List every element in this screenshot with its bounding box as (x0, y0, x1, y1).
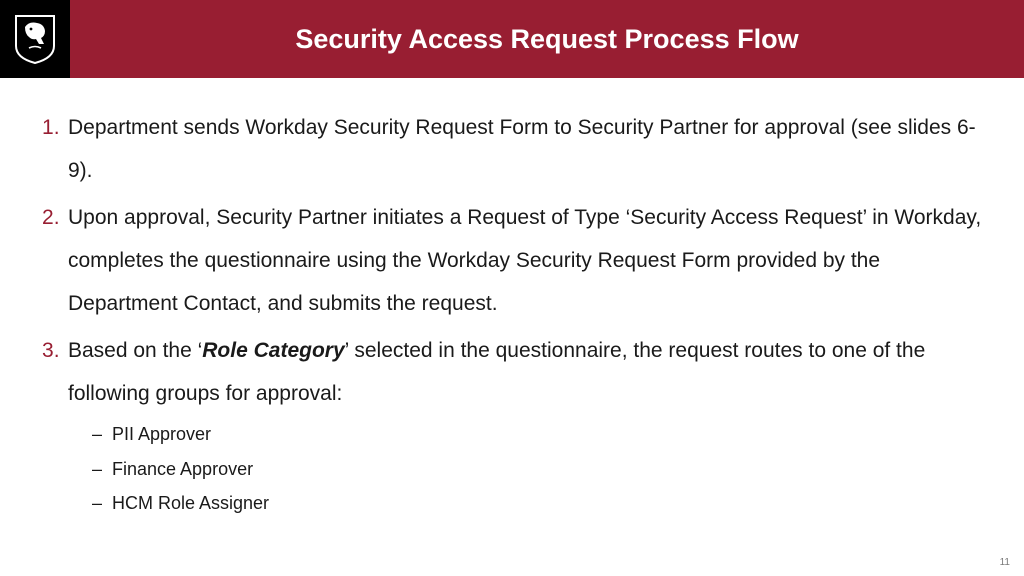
process-list: Department sends Workday Security Reques… (42, 106, 982, 520)
list-item-text-pre: Based on the ‘ (68, 339, 202, 362)
list-item-emphasis: Role Category (202, 339, 344, 362)
page-number: 11 (1000, 557, 1010, 568)
list-item-text: Department sends Workday Security Reques… (68, 116, 976, 182)
cougar-shield-icon (14, 14, 56, 64)
list-item: Based on the ‘Role Category’ selected in… (42, 329, 982, 520)
slide-title: Security Access Request Process Flow (295, 24, 798, 55)
sub-list-item: HCM Role Assigner (92, 486, 982, 520)
sub-list-item-text: PII Approver (112, 424, 211, 444)
list-item: Department sends Workday Security Reques… (42, 106, 982, 192)
sub-list: PII Approver Finance Approver HCM Role A… (68, 417, 982, 520)
title-bar: Security Access Request Process Flow (70, 0, 1024, 78)
logo-box (0, 0, 70, 78)
list-item: Upon approval, Security Partner initiate… (42, 196, 982, 325)
sub-list-item-text: HCM Role Assigner (112, 493, 269, 513)
sub-list-item: Finance Approver (92, 452, 982, 486)
sub-list-item-text: Finance Approver (112, 459, 253, 479)
slide: Security Access Request Process Flow Dep… (0, 0, 1024, 576)
sub-list-item: PII Approver (92, 417, 982, 451)
slide-body: Department sends Workday Security Reques… (0, 78, 1024, 520)
list-item-text: Upon approval, Security Partner initiate… (68, 206, 981, 315)
slide-header: Security Access Request Process Flow (0, 0, 1024, 78)
